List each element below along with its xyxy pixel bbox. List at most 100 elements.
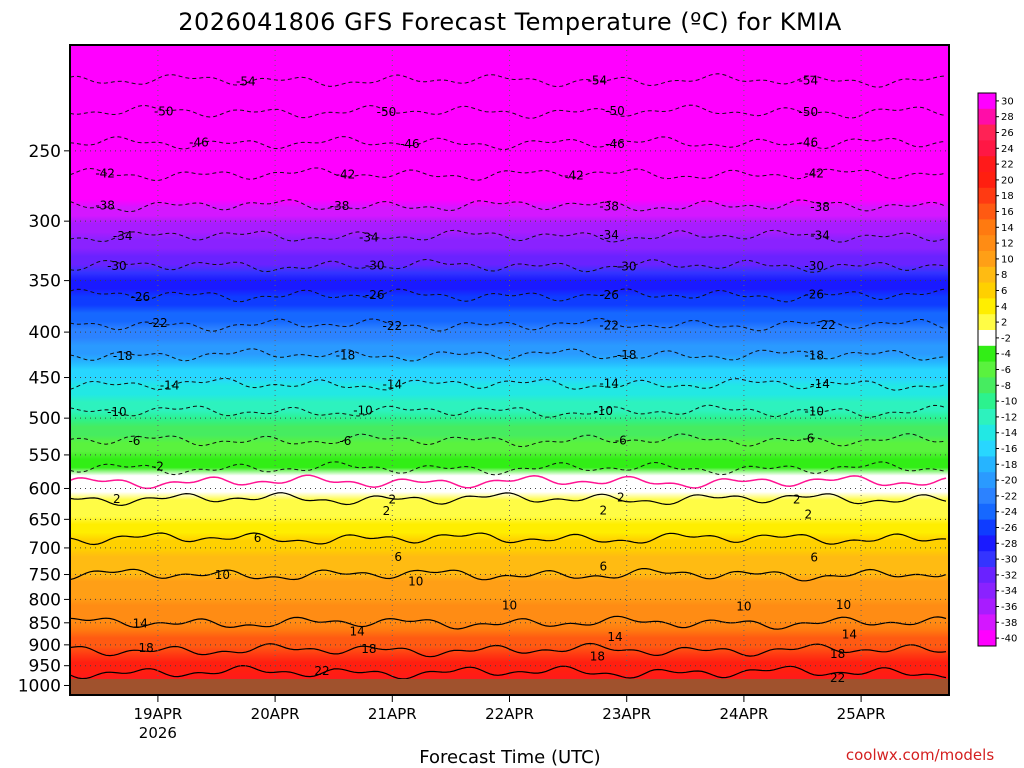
colorbar-label: -2 [1001,333,1011,344]
colorbar-swatch [978,140,996,157]
colorbar-swatch [978,282,996,299]
colorbar-swatch [978,266,996,284]
contour-label: -26 [804,287,824,301]
contour-label: -6 [615,433,627,447]
colorbar-swatch [978,172,996,189]
colorbar-label: -30 [1001,555,1017,566]
colorbar-label: 10 [1001,254,1014,265]
contour-label: 6 [810,551,818,565]
contour-label: -10 [107,405,127,419]
colorbar-label: -34 [1001,586,1017,597]
contour-label: -30 [804,259,824,273]
colorbar-label: -16 [1001,444,1017,455]
contour-label: -10 [804,405,824,419]
colorbar-swatch [978,361,996,378]
x-tick-label: 24APR [719,705,768,723]
colorbar-label: 8 [1001,270,1007,281]
contour-label: -22 [816,318,836,332]
contour-label: 10 [836,598,851,612]
isotherm-line [70,199,947,213]
contour-label: -38 [330,199,350,213]
contour-label: 2 [793,492,801,506]
colorbar-swatch [978,108,996,126]
contour-label: -42 [336,168,356,182]
contour-label: -54 [799,74,819,88]
colorbar-label: -4 [1001,349,1011,360]
contour-label: 18 [139,641,154,655]
contour-label: 2 [388,492,396,506]
contour-labels: -54 -54 -54 -50 -50 -50 -50 -46 -46 -46 -46 -42 -42 -… [95,73,857,685]
contour-label: 18 [590,650,605,664]
y-tick-label: 450 [29,369,61,389]
x-tick-label: 22APR [485,705,534,723]
y-tick-label: 600 [29,479,61,499]
contour-label: -14 [160,378,180,392]
contour-label: -30 [617,259,637,273]
colorbar-label: -28 [1001,539,1017,550]
isotherm-line [70,348,947,362]
y-tick-label: 850 [29,614,61,634]
plot-area: -54 -54 -54 -50 -50 -50 -50 -46 -46 -46 -46 -42 -42 -… [70,45,949,695]
isotherm-line [70,664,947,680]
colorbar-swatch [978,124,996,141]
isotherm-line [70,433,947,448]
colorbar-label: -20 [1001,476,1017,487]
contour-label: -34 [810,229,830,243]
isotherm-line [70,73,947,88]
colorbar-label: -24 [1001,507,1017,518]
contour-label: -34 [599,228,619,242]
y-tick-label: 400 [29,323,61,343]
colorbar-swatch [978,424,996,442]
contour-label: -30 [107,259,127,273]
y-tick-label: 300 [29,212,61,232]
colorbar-label: -32 [1001,570,1017,581]
isotherm-line [70,229,947,243]
y-tick-label: 700 [29,539,61,559]
y-tick-label: 950 [29,657,61,677]
colorbar-swatch [978,235,996,252]
contour-label: -18 [336,349,356,363]
colorbar-swatch [978,456,996,473]
isotherm-line [70,377,947,391]
contour-label: -50 [377,105,397,119]
credit-text: coolwx.com/models [846,746,994,764]
contour-label: -30 [365,258,385,272]
colorbar-swatch [978,409,996,426]
colorbar-label: 22 [1001,160,1014,171]
isotherm-line [70,642,947,658]
colorbar-label: 2 [1001,318,1007,329]
contour-label: -6 [802,432,814,446]
colorbar-label: -12 [1001,412,1017,423]
contour-label: 6 [254,531,262,545]
contour-label: 14 [607,630,622,644]
colorbar-swatch [978,551,996,568]
isotherm-line [70,136,947,151]
colorbar-swatch [978,156,996,173]
y-tick-label: 750 [29,566,61,586]
isotherm-line [70,167,947,182]
contour-label: -50 [605,104,625,118]
x-tick-label: 23APR [602,705,651,723]
colorbar-swatch [978,535,996,552]
x-tick-label: 21APR [368,705,417,723]
colorbar-swatch [978,519,996,536]
y-tick-label: 350 [29,272,61,292]
contour-label: -22 [148,316,168,330]
colorbar-label: -18 [1001,460,1017,471]
colorbar-label: -38 [1001,618,1017,629]
contour-label: 10 [502,598,517,612]
colorbar-swatch [978,219,996,236]
contour-label: 6 [599,560,607,574]
colorbar-swatch [978,630,996,647]
y-tick-label: 900 [29,636,61,656]
contour-label: -6 [128,434,140,448]
colorbar-label: -8 [1001,381,1011,392]
contour-label: 6 [394,550,402,564]
contour-label: 2 [599,504,607,518]
contour-label: -10 [353,404,373,418]
colorbar-swatch [978,251,996,268]
colorbar-swatch [978,314,996,331]
contour-label: -26 [599,288,619,302]
